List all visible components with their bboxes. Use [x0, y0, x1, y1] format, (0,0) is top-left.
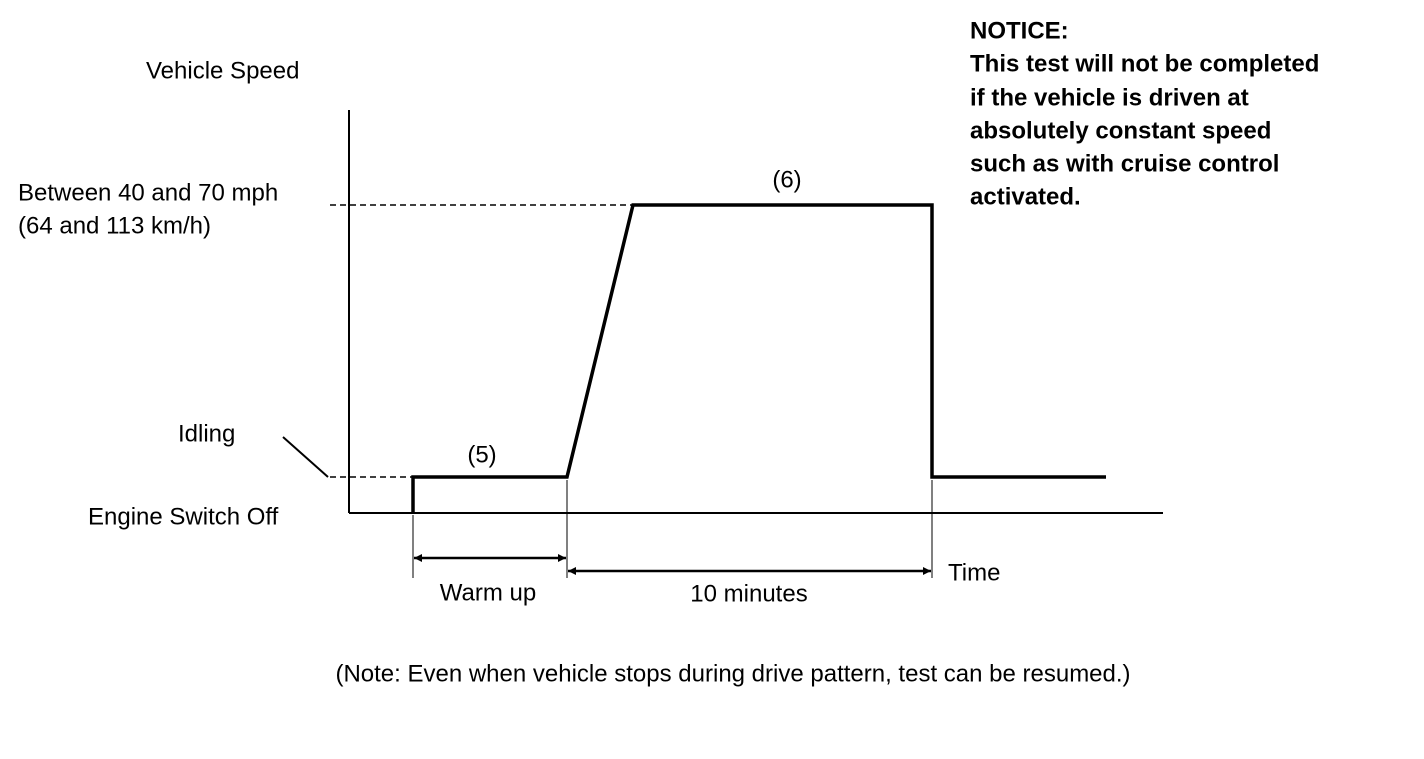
- y-axis-label: Vehicle Speed: [146, 57, 299, 84]
- notice-line: if the vehicle is driven at: [970, 84, 1249, 111]
- step-label: (6): [772, 166, 801, 193]
- idling-leader: [282, 436, 329, 478]
- step-label: (5): [467, 441, 496, 468]
- notice-line: absolutely constant speed: [970, 117, 1271, 144]
- speed-profile: [411, 203, 1106, 513]
- off-label: Engine Switch Off: [88, 503, 279, 530]
- x-axis-label: Time: [948, 559, 1000, 586]
- high-level-label: (64 and 113 km/h): [18, 212, 211, 239]
- warm-up-label: Warm up: [440, 579, 536, 606]
- notice-line: activated.: [970, 183, 1081, 210]
- idling-label: Idling: [178, 420, 235, 447]
- notice-line: such as with cruise control: [970, 150, 1279, 177]
- high-level-label: Between 40 and 70 mph: [18, 179, 278, 206]
- duration-label: 10 minutes: [690, 580, 807, 607]
- note: (Note: Even when vehicle stops during dr…: [335, 660, 1130, 687]
- notice-title: NOTICE:: [970, 17, 1069, 44]
- notice-line: This test will not be completed: [970, 50, 1319, 77]
